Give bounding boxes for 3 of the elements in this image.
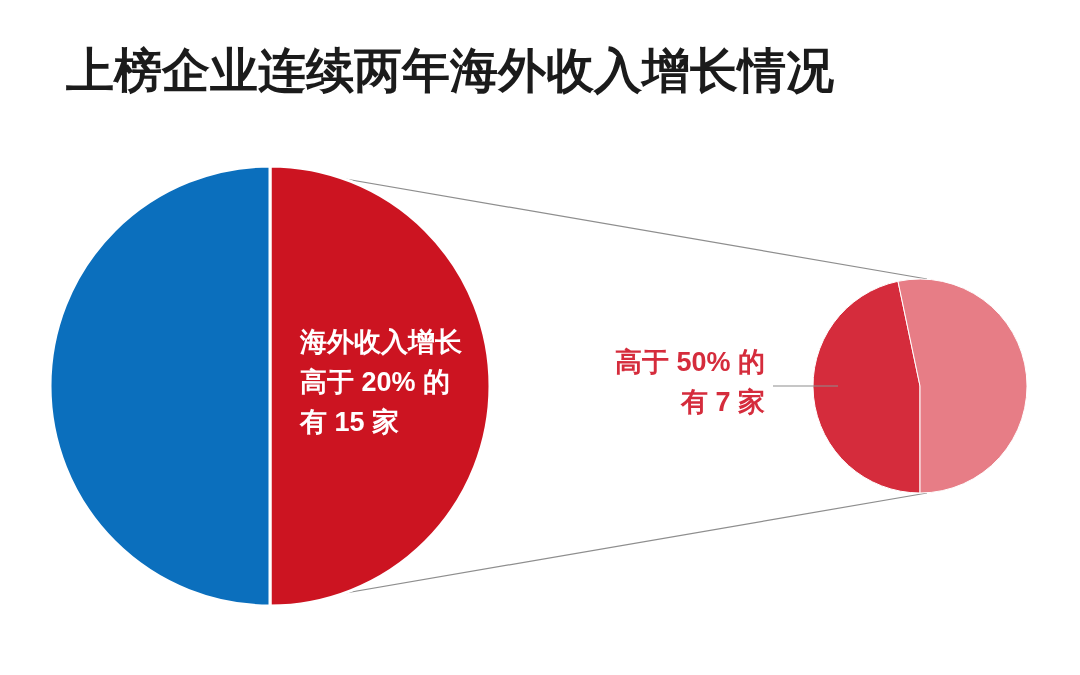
slice-label: 海外收入增长高于 20% 的有 15 家 bbox=[299, 327, 462, 438]
chart-title: 上榜企业连续两年海外收入增长情况 bbox=[66, 44, 834, 97]
slice-label: 高于 50% 的有 7 家 bbox=[614, 347, 765, 418]
